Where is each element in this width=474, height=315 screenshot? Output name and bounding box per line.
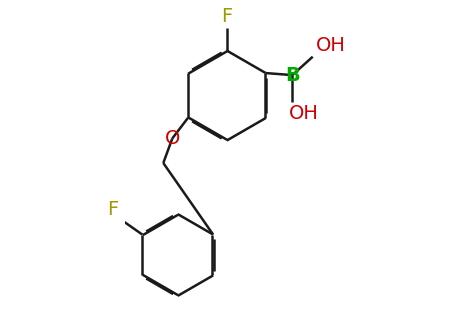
Text: O: O	[164, 129, 180, 148]
Text: OH: OH	[316, 36, 346, 55]
Text: F: F	[221, 7, 232, 26]
Text: F: F	[107, 200, 118, 220]
Text: OH: OH	[289, 104, 319, 123]
Text: B: B	[285, 66, 300, 85]
